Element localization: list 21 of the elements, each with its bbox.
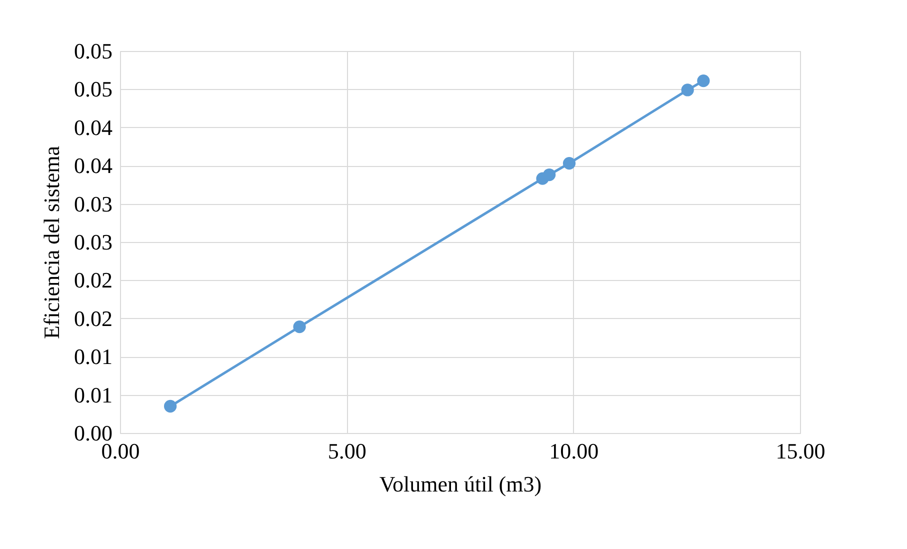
point xyxy=(293,320,306,334)
y-axis-title: Eficiencia del sistema xyxy=(39,146,64,340)
x-tick-label: 10.00 xyxy=(549,438,599,464)
point xyxy=(697,74,710,88)
y-tick-label: 0.03 xyxy=(74,191,112,216)
y-tick-label: 0.04 xyxy=(74,153,112,178)
y-tick-label: 0.05 xyxy=(74,38,112,64)
point xyxy=(164,400,177,413)
y-tick-label: 0.01 xyxy=(74,344,112,370)
y-tick-label: 0.04 xyxy=(74,114,112,140)
y-tick-label: 0.03 xyxy=(74,230,112,254)
y-tick-label: 0.02 xyxy=(74,268,112,293)
y-tick-label: 0.02 xyxy=(74,306,112,331)
y-tick-label: 0.05 xyxy=(74,76,112,102)
x-axis-title: Volumen útil (m3) xyxy=(379,472,542,496)
y-tick-label: 0.01 xyxy=(74,382,112,408)
x-tick-label: 15.00 xyxy=(776,438,826,464)
point xyxy=(681,84,694,96)
point xyxy=(542,168,556,182)
x-tick-label: 5.00 xyxy=(328,438,366,464)
point xyxy=(562,156,576,170)
